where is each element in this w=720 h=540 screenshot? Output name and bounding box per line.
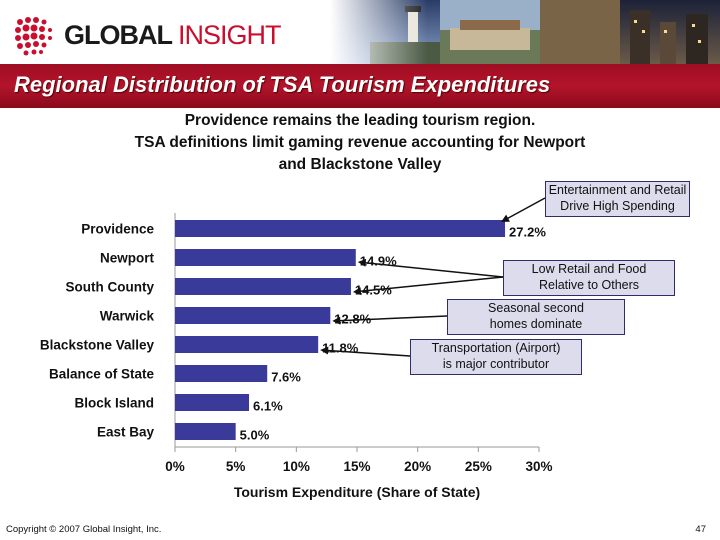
callout-arrow	[338, 315, 448, 322]
logo-globe-icon	[15, 17, 52, 56]
callout-text: Low Retail and Food	[531, 262, 647, 276]
callout-box: Transportation (Airport) is major contri…	[410, 339, 582, 375]
bar	[175, 336, 319, 353]
x-tick-label: 5%	[226, 459, 246, 474]
callout-text: Drive High Spending	[560, 199, 675, 213]
slide-title: Regional Distribution of TSA Tourism Exp…	[14, 72, 551, 97]
arrow-head	[501, 214, 510, 222]
bar	[175, 394, 250, 411]
category-label: Providence	[81, 222, 154, 237]
data-label: 27.2%	[509, 225, 546, 240]
arrow-head	[352, 287, 362, 296]
arrow-head	[320, 346, 329, 355]
x-tick-label: 15%	[343, 459, 370, 474]
bar	[175, 423, 236, 440]
arrow-head	[332, 316, 341, 325]
category-label: Block Island	[74, 396, 154, 411]
callout-arrow	[363, 261, 504, 278]
callout-text: homes dominate	[489, 317, 583, 331]
data-label: 12.8%	[334, 312, 371, 327]
data-label: 6.1%	[253, 399, 283, 414]
callout-text: Relative to Others	[538, 278, 640, 292]
subtitle-line: Providence remains the leading tourism r…	[184, 112, 536, 129]
arrow-head	[357, 258, 367, 267]
callout-arrows	[320, 197, 546, 357]
callout-box: Seasonal second homes dominate	[447, 299, 625, 335]
bar	[175, 278, 351, 295]
callout-arrow	[505, 197, 546, 220]
callout-arrow	[358, 276, 504, 293]
category-label: South County	[66, 280, 155, 295]
x-tick-label: 25%	[465, 459, 492, 474]
x-tick-label: 20%	[404, 459, 431, 474]
copyright-text: Copyright © 2007 Global Insight, Inc.	[6, 524, 162, 535]
callout-text: is major contributor	[442, 357, 550, 371]
category-label: Newport	[100, 251, 155, 266]
category-label: Blackstone Valley	[40, 338, 155, 353]
bar	[175, 220, 506, 237]
data-label: 5.0%	[240, 428, 270, 443]
callout-text: Seasonal second	[488, 301, 584, 315]
callout-text: Entertainment and Retail	[548, 183, 687, 197]
subtitle-line: and Blackstone Valley	[278, 156, 442, 173]
subtitle: Providence remains the leading tourism r…	[40, 110, 680, 176]
global-insight-logo: GLOBAL INSIGHT	[12, 12, 302, 56]
header: GLOBAL INSIGHT	[0, 0, 720, 64]
category-label: East Bay	[97, 425, 155, 440]
page-number: 47	[695, 524, 706, 535]
logo-text-global: GLOBAL	[64, 20, 173, 50]
header-photo-strip	[330, 0, 720, 64]
title-bar: Regional Distribution of TSA Tourism Exp…	[0, 64, 720, 108]
callout-arrow	[326, 349, 411, 357]
data-label: 7.6%	[271, 370, 301, 385]
callout-box: Low Retail and Food Relative to Others	[503, 260, 675, 296]
callout-text: Transportation (Airport)	[431, 341, 561, 355]
category-label: Balance of State	[49, 367, 155, 382]
callout-box: Entertainment and Retail Drive High Spen…	[545, 181, 690, 217]
bar	[175, 249, 356, 266]
bar	[175, 307, 331, 324]
logo-text-insight: INSIGHT	[178, 20, 282, 50]
x-tick-label: 30%	[525, 459, 552, 474]
bar	[175, 365, 268, 382]
subtitle-line: TSA definitions limit gaming revenue acc…	[134, 134, 586, 151]
x-axis-label: Tourism Expenditure (Share of State)	[234, 484, 480, 500]
x-tick-label: 10%	[283, 459, 310, 474]
category-label: Warwick	[100, 309, 155, 324]
x-tick-label: 0%	[165, 459, 185, 474]
